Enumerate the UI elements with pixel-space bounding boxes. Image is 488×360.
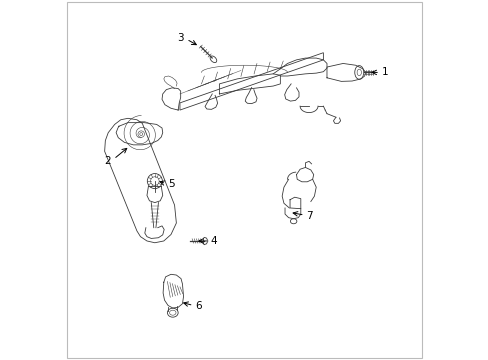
Text: 1: 1: [381, 67, 387, 77]
Text: 2: 2: [104, 156, 110, 166]
Text: 5: 5: [167, 179, 174, 189]
Text: 6: 6: [195, 301, 201, 311]
Text: 3: 3: [177, 33, 183, 43]
Text: 4: 4: [210, 236, 217, 246]
Text: 7: 7: [305, 211, 312, 221]
